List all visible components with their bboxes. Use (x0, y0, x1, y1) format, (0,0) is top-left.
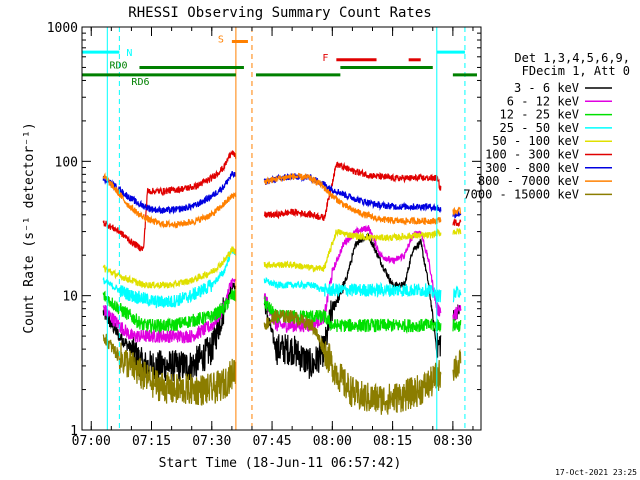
legend-label-25-50-kev: 25 - 50 keV (500, 121, 579, 135)
x-tick-label-08-00: 08:00 (313, 434, 352, 449)
axes: 07:00 07:15 07:30 07:45 08:00 08:15 08:30 1 10 10… (47, 21, 482, 449)
series-line-12-25-kev-1 (102, 289, 237, 335)
legend-label-12-25-kev: 12 - 25 keV (500, 108, 579, 122)
flag-label-s: S (218, 34, 224, 45)
y-axis-label: Count Rate (s⁻¹ detector⁻¹) (22, 122, 37, 333)
legend-label-3-6-kev: 3 - 6 keV (514, 81, 579, 95)
series-line-6-12-kev-3 (452, 304, 462, 321)
flag-bars: N S F RD0 RD6 (82, 34, 477, 88)
x-axis-label: Start Time (18-Jun-11 06:57:42) (159, 456, 402, 471)
legend: Det 1,3,4,5,6,9,FDecim 1, Att 0 3 - 6 keV… (463, 51, 630, 201)
flag-s: S (218, 34, 248, 45)
series-line-100-300-kev-1 (102, 150, 237, 252)
legend-label-50-100-kev: 50 - 100 keV (492, 134, 579, 148)
series-line-7000-15000-kev-2 (263, 309, 442, 415)
y-tick-label-1: 1 (70, 424, 78, 439)
x-tick-label-07-45: 07:45 (252, 434, 291, 449)
flag-f: F (322, 53, 421, 64)
legend-label-300-800-kev: 300 - 800 keV (485, 161, 579, 175)
series-line-800-7000-kev-3 (452, 206, 461, 217)
flag-rd0: RD0 (109, 60, 433, 71)
x-tick-label-07-30: 07:30 (192, 434, 231, 449)
y-tick-label-10: 10 (62, 290, 78, 305)
series-50-100-kev (102, 228, 462, 290)
y-tick-label-100: 100 (55, 155, 78, 170)
x-tick-label-07-15: 07:15 (132, 434, 171, 449)
series-line-25-50-kev-3 (452, 285, 462, 303)
flag-label-f: F (322, 53, 328, 64)
series-line-6-12-kev-1 (102, 277, 236, 344)
series-line-50-100-kev-2 (263, 228, 442, 273)
series-100-300-kev (102, 150, 462, 252)
series-line-300-800-kev-1 (102, 170, 237, 215)
series-line-3-6-kev-1 (102, 279, 237, 382)
series-line-12-25-kev-3 (452, 319, 462, 333)
legend-label-7000-15000-kev: 7000 - 15000 keV (463, 187, 579, 201)
series-line-100-300-kev-2 (263, 161, 442, 221)
series-line-800-7000-kev-1 (102, 172, 237, 229)
series-line-7000-15000-kev-3 (452, 348, 462, 381)
x-tick-label-08-30: 08:30 (433, 434, 472, 449)
legend-header-2: FDecim 1, Att 0 (522, 64, 630, 78)
vertical-markers (106, 27, 466, 430)
chart-title: RHESSI Observing Summary Count Rates (128, 5, 431, 21)
y-tick-label-1000: 1000 (47, 21, 78, 36)
series-line-50-100-kev-1 (102, 245, 237, 290)
series-line-50-100-kev-3 (452, 228, 462, 236)
x-tick-label-08-15: 08:15 (373, 434, 412, 449)
footer-date: 17-Oct-2021 23:25 (555, 468, 637, 477)
legend-label-6-12-kev: 6 - 12 keV (507, 94, 579, 108)
series-800-7000-kev (102, 172, 461, 229)
series-line-100-300-kev-3 (452, 217, 462, 228)
x-tick-label-07-00: 07:00 (72, 434, 111, 449)
series-line-25-50-kev-2 (263, 277, 442, 303)
series-7000-15000-kev (102, 309, 462, 415)
series-25-50-kev (102, 248, 462, 309)
series-layer (102, 150, 462, 415)
series-line-7000-15000-kev-1 (102, 333, 237, 406)
legend-label-100-300-kev: 100 - 300 keV (485, 148, 579, 162)
series-line-25-50-kev-1 (102, 248, 237, 309)
flag-label-rd0: RD0 (109, 60, 127, 71)
series-line-3-6-kev-2 (263, 232, 442, 379)
series-line-800-7000-kev-2 (263, 172, 442, 226)
flag-label-n: N (126, 48, 132, 59)
flag-label-rd6: RD6 (131, 77, 149, 88)
flag-n: N (82, 48, 465, 59)
legend-header-1: Det 1,3,4,5,6,9, (514, 51, 630, 65)
legend-label-800-7000-kev: 800 - 7000 keV (478, 174, 579, 188)
flag-rd6: RD6 (82, 73, 477, 88)
plot-frame (81, 26, 482, 431)
